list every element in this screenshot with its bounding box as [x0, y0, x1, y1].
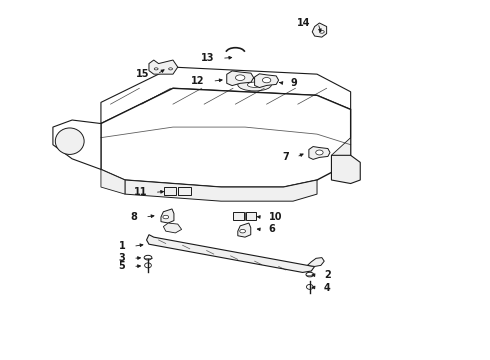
Polygon shape: [161, 209, 174, 223]
Polygon shape: [149, 60, 178, 74]
Text: 13: 13: [201, 53, 214, 63]
Ellipse shape: [306, 284, 313, 289]
Polygon shape: [125, 180, 317, 201]
Ellipse shape: [319, 30, 324, 33]
Polygon shape: [312, 23, 327, 37]
Polygon shape: [101, 88, 351, 187]
Polygon shape: [53, 120, 101, 170]
Text: 2: 2: [324, 270, 330, 280]
Polygon shape: [307, 258, 324, 266]
Text: 1: 1: [119, 241, 125, 251]
Polygon shape: [101, 170, 125, 194]
Text: 3: 3: [119, 253, 125, 263]
Polygon shape: [309, 147, 330, 159]
Ellipse shape: [169, 68, 172, 70]
Text: 5: 5: [119, 261, 125, 271]
Polygon shape: [331, 109, 351, 176]
Text: 14: 14: [297, 18, 310, 28]
Ellipse shape: [236, 75, 245, 81]
Ellipse shape: [163, 215, 169, 219]
Polygon shape: [238, 223, 251, 237]
Text: 4: 4: [324, 283, 330, 293]
Text: 8: 8: [130, 212, 137, 222]
Text: 11: 11: [134, 187, 147, 197]
Ellipse shape: [247, 82, 262, 87]
Text: 10: 10: [269, 212, 282, 222]
Text: 7: 7: [282, 152, 289, 162]
Polygon shape: [101, 67, 351, 123]
Text: 12: 12: [191, 76, 205, 86]
Polygon shape: [255, 74, 279, 87]
Ellipse shape: [240, 229, 245, 233]
Polygon shape: [227, 71, 254, 86]
Ellipse shape: [238, 78, 271, 91]
Ellipse shape: [144, 255, 152, 260]
Polygon shape: [163, 223, 182, 233]
Polygon shape: [147, 235, 315, 273]
Bar: [245, 212, 256, 220]
Bar: [164, 188, 176, 195]
Ellipse shape: [306, 272, 314, 277]
Ellipse shape: [263, 77, 271, 83]
Text: 6: 6: [269, 224, 275, 234]
Text: 9: 9: [290, 78, 297, 88]
Ellipse shape: [154, 68, 158, 70]
Ellipse shape: [145, 263, 151, 268]
Text: 15: 15: [136, 69, 149, 79]
Bar: [178, 188, 191, 195]
Polygon shape: [331, 155, 360, 184]
Ellipse shape: [55, 128, 84, 154]
Ellipse shape: [316, 150, 323, 155]
Bar: [233, 212, 244, 220]
